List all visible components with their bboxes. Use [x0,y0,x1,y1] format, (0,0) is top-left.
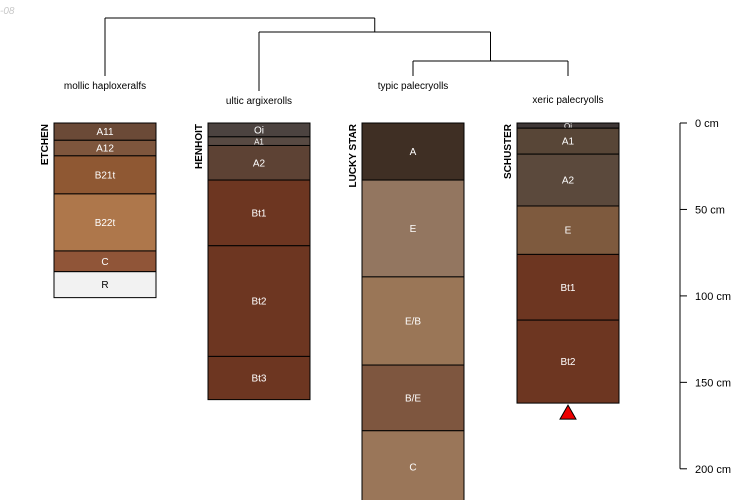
horizon-label: E [565,226,572,237]
profile-name: ETCHEN [40,124,51,165]
horizon-schuster-E [516,205,620,255]
horizon-label: B/E [405,393,421,404]
horizon-label: Bt1 [560,283,575,294]
horizon-label: Bt1 [251,208,266,219]
horizon-henhoit-Bt3 [207,355,311,401]
profile-name: SCHUSTER [503,123,514,179]
horizon-henhoit-Bt2 [207,245,311,357]
dendrogram [104,17,569,91]
horizon-lucky-star-B/E [361,364,465,432]
soil-profile-schuster: Oi A1 A2 E Bt1 Bt2 SCHUSTER [503,122,620,420]
horizon-schuster-A1 [516,127,620,155]
horizon-lucky-star-A [361,122,465,181]
depth-tick-label: 0 cm [695,118,719,130]
soil-profile-lucky-star: A E E/B B/E C LUCKY STAR [348,122,465,500]
horizon-etchen-B22t [53,193,157,252]
horizon-label: A12 [96,144,114,155]
horizon-label: Oi [564,122,572,131]
corner-label: -08 [0,6,15,17]
horizon-label: C [101,257,108,268]
horizon-henhoit-Bt1 [207,179,311,247]
horizon-label: A11 [96,127,113,138]
horizon-henhoit-A2 [207,144,311,181]
soil-profile-henhoit: Oi A1 A2 Bt1 Bt2 Bt3 HENHOIT [194,122,311,401]
depth-tick-label: 150 cm [695,377,731,389]
horizon-label: A1 [562,137,575,148]
taxon-label: mollic haploxeralfs [64,81,146,92]
horizon-label: B22t [95,218,116,229]
horizon-label: E/B [405,316,421,327]
horizon-label: Bt3 [251,374,266,385]
profile-name: HENHOIT [194,124,205,169]
horizon-lucky-star-C [361,430,465,500]
depth-tick-label: 100 cm [695,291,731,303]
taxon-label: xeric palecryolls [532,95,603,106]
horizon-label: B21t [95,170,116,181]
horizon-label: Bt2 [251,297,266,308]
horizon-label: A2 [253,158,266,169]
horizon-etchen-B21t [53,155,157,195]
bottom-marker-triangle [559,404,577,420]
depth-tick-label: 200 cm [695,464,731,476]
horizon-lucky-star-E/B [361,276,465,366]
horizon-schuster-Bt2 [516,319,620,404]
horizon-schuster-Bt1 [516,253,620,321]
horizon-label: E [410,224,417,235]
horizon-schuster-A2 [516,153,620,207]
soil-profile-etchen: A11 A12 B21t B22t C R ETCHEN [40,122,157,299]
depth-tick-label: 50 cm [695,204,725,216]
profile-name: LUCKY STAR [348,123,359,187]
horizon-etchen-R [53,271,157,299]
depth-axis: 0 cm 50 cm 100 cm 150 cm 200 cm [679,118,731,476]
horizon-label: Oi [254,125,264,136]
horizon-label: C [409,463,416,474]
taxon-label: typic palecryolls [378,81,449,92]
horizon-label: A2 [562,176,575,187]
horizon-label: A [410,147,417,158]
horizon-label: Bt2 [560,357,575,368]
horizon-label: A1 [254,138,264,147]
horizon-label: R [101,280,108,291]
taxon-label: ultic argixerolls [226,96,292,107]
horizon-lucky-star-E [361,179,465,278]
